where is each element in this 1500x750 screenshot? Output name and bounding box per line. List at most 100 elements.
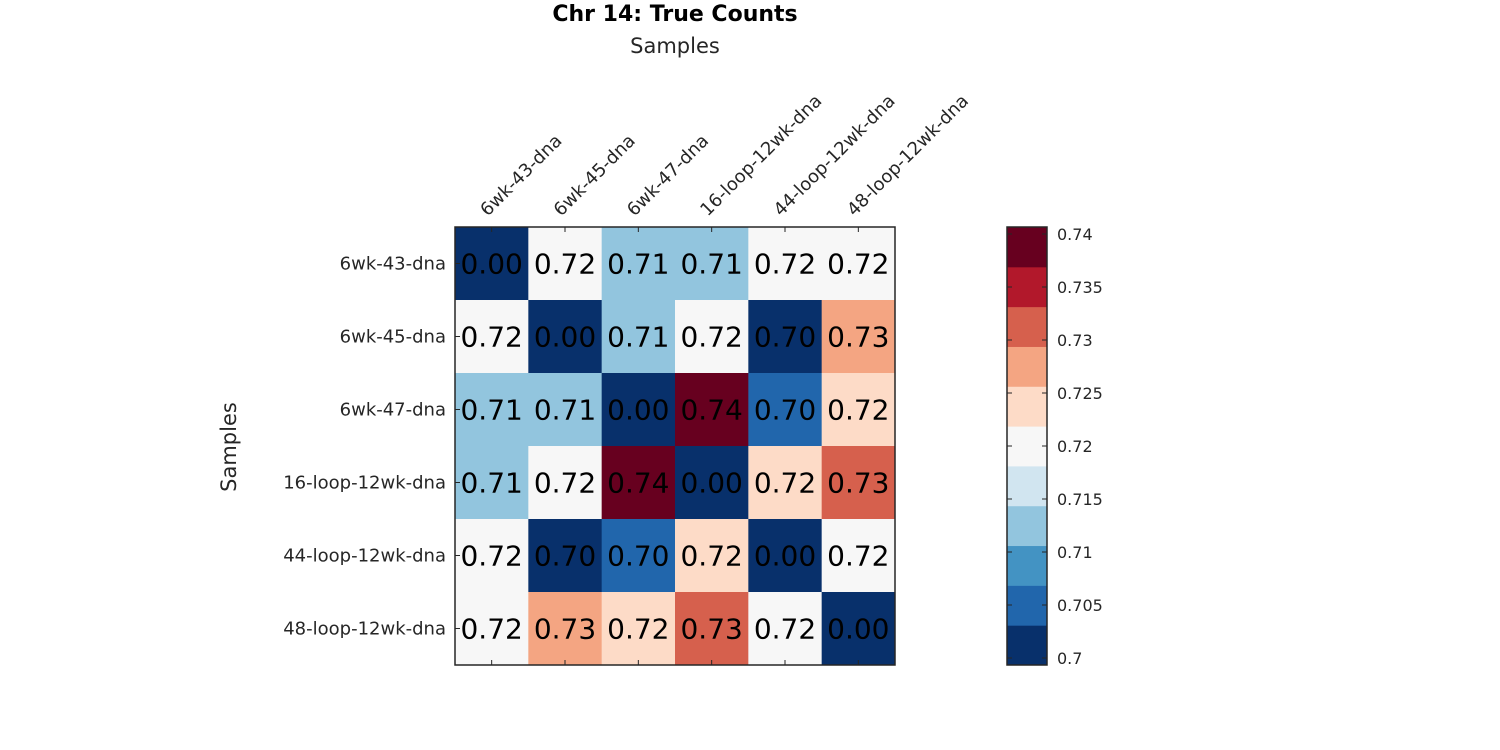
heatmap-cell — [528, 446, 603, 520]
x-axis-tick-labels: 6wk-43-dna6wk-45-dna6wk-47-dna16-loop-12… — [476, 91, 973, 221]
heatmap-cell — [821, 227, 896, 301]
heatmap-cell — [675, 446, 749, 520]
heatmap-cell — [748, 300, 823, 374]
cell-value-label: 0.72 — [754, 613, 816, 646]
cell-value-label: 0.00 — [534, 321, 596, 354]
heatmap-cell — [675, 592, 749, 666]
y-axis-tick-labels: 6wk-43-dna 6wk-45-dna 6wk-47-dna 16-loop-12… — [283, 254, 446, 640]
plot-frame — [454, 226, 896, 666]
cell-value-label: 0.70 — [534, 540, 596, 573]
cell-value-label: 0.70 — [754, 321, 816, 354]
cell-value-label: 0.73 — [827, 321, 889, 354]
cell-value-label: 0.72 — [827, 540, 889, 573]
heatmap-cell — [528, 300, 603, 374]
cell-value-label: 0.72 — [680, 321, 742, 354]
chart-title: Chr 14: True Counts — [552, 2, 797, 27]
cell-value-label: 0.72 — [754, 467, 816, 500]
cell-value-label: 0.72 — [754, 248, 816, 281]
cell-value-label: 0.00 — [754, 540, 816, 573]
heatmap-cell — [455, 300, 529, 374]
cell-value-label: 0.72 — [460, 613, 522, 646]
heatmap-cell — [821, 300, 896, 374]
heatmap-cell — [748, 227, 823, 301]
heatmap-cell — [455, 373, 529, 447]
colorbar-segment — [1007, 426, 1047, 467]
heatmap-cell — [601, 300, 676, 374]
colorbar-segment — [1007, 505, 1047, 547]
heatmap-cell — [748, 519, 823, 593]
colorbar-tick-label: 0.71 — [1057, 543, 1093, 562]
heatmap-cell — [601, 373, 676, 447]
y-tick-label: 6wk-45-dna — [340, 327, 446, 348]
cell-value-label: 0.72 — [827, 248, 889, 281]
heatmap-cell — [455, 592, 529, 666]
colorbar-tick-label: 0.7 — [1057, 649, 1082, 668]
cell-value-label: 0.72 — [460, 321, 522, 354]
colorbar-segment — [1007, 266, 1047, 308]
colorbar-segment — [1007, 465, 1047, 507]
cell-value-label: 0.73 — [827, 467, 889, 500]
cell-value-label: 0.00 — [827, 613, 889, 646]
colorbar-tick-label: 0.72 — [1057, 437, 1093, 456]
y-tick-label: 16-loop-12wk-dna — [283, 473, 446, 494]
cell-value-label: 0.72 — [534, 248, 596, 281]
heatmap-cell — [601, 519, 676, 593]
cell-value-label: 0.72 — [827, 394, 889, 427]
cell-value-label: 0.73 — [680, 613, 742, 646]
colorbar-tick-label: 0.715 — [1057, 490, 1103, 509]
colorbar-tick-label: 0.735 — [1057, 278, 1103, 297]
heatmap-cell — [528, 227, 603, 301]
colorbar: 0.7 0.705 0.71 0.715 0.72 0.725 0.73 0.735 0.74 — [1006, 225, 1103, 668]
cell-value-label: 0.72 — [460, 540, 522, 573]
colorbar-segment — [1007, 346, 1047, 387]
cell-value-label: 0.72 — [680, 540, 742, 573]
colorbar-segment — [1007, 545, 1047, 586]
colorbar-tick-label: 0.725 — [1057, 384, 1103, 403]
colorbar-tick-label: 0.705 — [1057, 596, 1103, 615]
cell-value-label: 0.71 — [460, 467, 522, 500]
y-tick-label: 6wk-43-dna — [340, 254, 446, 275]
x-tick-label: 44-loop-12wk-dna — [770, 91, 900, 221]
cell-value-label: 0.00 — [460, 248, 522, 281]
colorbar-segment — [1007, 227, 1047, 268]
colorbar-tick-label: 0.74 — [1057, 225, 1093, 244]
heatmap-cell — [675, 300, 749, 374]
heatmap-cell — [748, 592, 823, 666]
heatmap-cell — [528, 373, 603, 447]
cell-value-label: 0.70 — [607, 540, 669, 573]
cell-value-label: 0.72 — [607, 613, 669, 646]
heatmap-cells — [455, 227, 896, 666]
cell-value-label: 0.71 — [460, 394, 522, 427]
cell-value-label: 0.00 — [680, 467, 742, 500]
heatmap-cell — [821, 592, 896, 666]
colorbar-segment — [1007, 625, 1047, 666]
heatmap-cell — [528, 592, 603, 666]
colorbar-segment — [1007, 306, 1047, 347]
cell-value-label: 0.71 — [607, 248, 669, 281]
heatmap-cell — [601, 446, 676, 520]
heatmap-cell-labels: 0.00 0.72 0.71 0.71 0.72 0.72 0.72 0.00 0.71 0.72… — [460, 248, 889, 646]
heatmap-cell — [601, 227, 676, 301]
heatmap-cell — [528, 519, 603, 593]
x-axis-title: Samples — [630, 34, 720, 58]
colorbar-segment — [1007, 386, 1047, 427]
heatmap-cell — [601, 592, 676, 666]
heatmap-cell — [675, 373, 749, 447]
y-axis-title: Samples — [217, 402, 241, 492]
heatmap-cell — [455, 446, 529, 520]
colorbar-segment — [1007, 585, 1047, 626]
heatmap-cell — [821, 373, 896, 447]
heatmap-cell — [675, 227, 749, 301]
y-tick-label: 6wk-47-dna — [340, 400, 446, 421]
heatmap-cell — [821, 519, 896, 593]
cell-value-label: 0.73 — [534, 613, 596, 646]
cell-value-label: 0.00 — [607, 394, 669, 427]
cell-value-label: 0.71 — [680, 248, 742, 281]
cell-value-label: 0.71 — [607, 321, 669, 354]
y-tick-label: 44-loop-12wk-dna — [283, 546, 446, 567]
cell-value-label: 0.72 — [534, 467, 596, 500]
cell-value-label: 0.74 — [607, 467, 669, 500]
cell-value-label: 0.70 — [754, 394, 816, 427]
heatmap-cell — [455, 519, 529, 593]
